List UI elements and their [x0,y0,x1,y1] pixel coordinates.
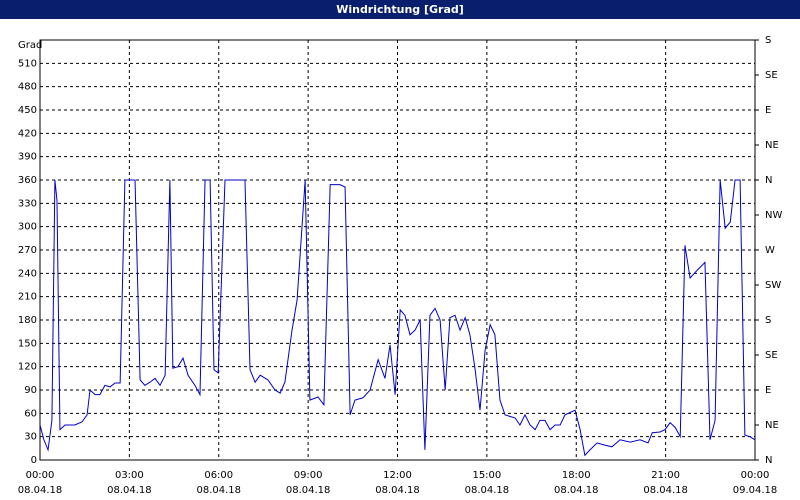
x-tick-label: 12:00 [383,470,412,481]
y-axis-label: Grad [18,40,42,51]
y-tick-label: 30 [24,432,37,443]
y2-tick-label: SE [765,70,778,81]
y-tick-label: 330 [18,198,37,209]
x-tick-date: 08.04.18 [554,485,599,496]
y2-tick-label: SW [765,280,781,291]
x-tick-label: 09:00 [294,470,323,481]
y-tick-label: 150 [18,338,37,349]
y-tick-label: 60 [24,408,37,419]
x-tick-label: 06:00 [204,470,233,481]
y2-tick-label: NE [765,140,779,151]
y-tick-label: 480 [18,82,37,93]
x-tick-date: 08.04.18 [18,485,63,496]
y2-tick-label: N [765,455,772,466]
plot-frame [39,39,756,461]
y2-tick-label: N [765,175,772,186]
x-tick-label: 03:00 [115,470,144,481]
y2-tick-label: NE [765,420,779,431]
x-tick-label: 15:00 [472,470,501,481]
x-tick-date: 08.04.18 [375,485,420,496]
y2-tick-label: NW [765,210,782,221]
x-tick-label: 00:00 [26,470,55,481]
data-line [39,179,756,457]
y-tick-label: 300 [18,222,37,233]
x-tick-date: 09.04.18 [733,485,778,496]
y2-tick-label: S [765,315,771,326]
y-tick-label: 0 [31,455,37,466]
y-tick-label: 420 [18,128,37,139]
y2-tick-label: SE [765,350,778,361]
y-tick-label: 360 [18,175,37,186]
x-tick-date: 08.04.18 [196,485,241,496]
y2-tick-label: E [765,105,771,116]
x-tick-date: 08.04.18 [643,485,688,496]
y-tick-label: 240 [18,268,37,279]
x-tick-date: 08.04.18 [465,485,510,496]
x-tick-date: 08.04.18 [286,485,331,496]
y-tick-label: 390 [18,152,37,163]
y2-tick-label: E [765,385,771,396]
x-tick-label: 00:00 [741,470,770,481]
y-tick-label: 90 [24,385,37,396]
y-tick-label: 450 [18,105,37,116]
y-tick-label: 210 [18,292,37,303]
x-tick-date: 08.04.18 [107,485,152,496]
y-tick-label: 510 [18,58,37,69]
y-tick-label: 270 [18,245,37,256]
title-bar: Windrichtung [Grad] [0,0,800,19]
x-tick-label: 18:00 [562,470,591,481]
y2-tick-label: W [765,245,775,256]
y2-tick-label: S [765,35,771,46]
y-tick-label: 120 [18,362,37,373]
x-tick-label: 21:00 [651,470,680,481]
y-tick-label: 180 [18,315,37,326]
